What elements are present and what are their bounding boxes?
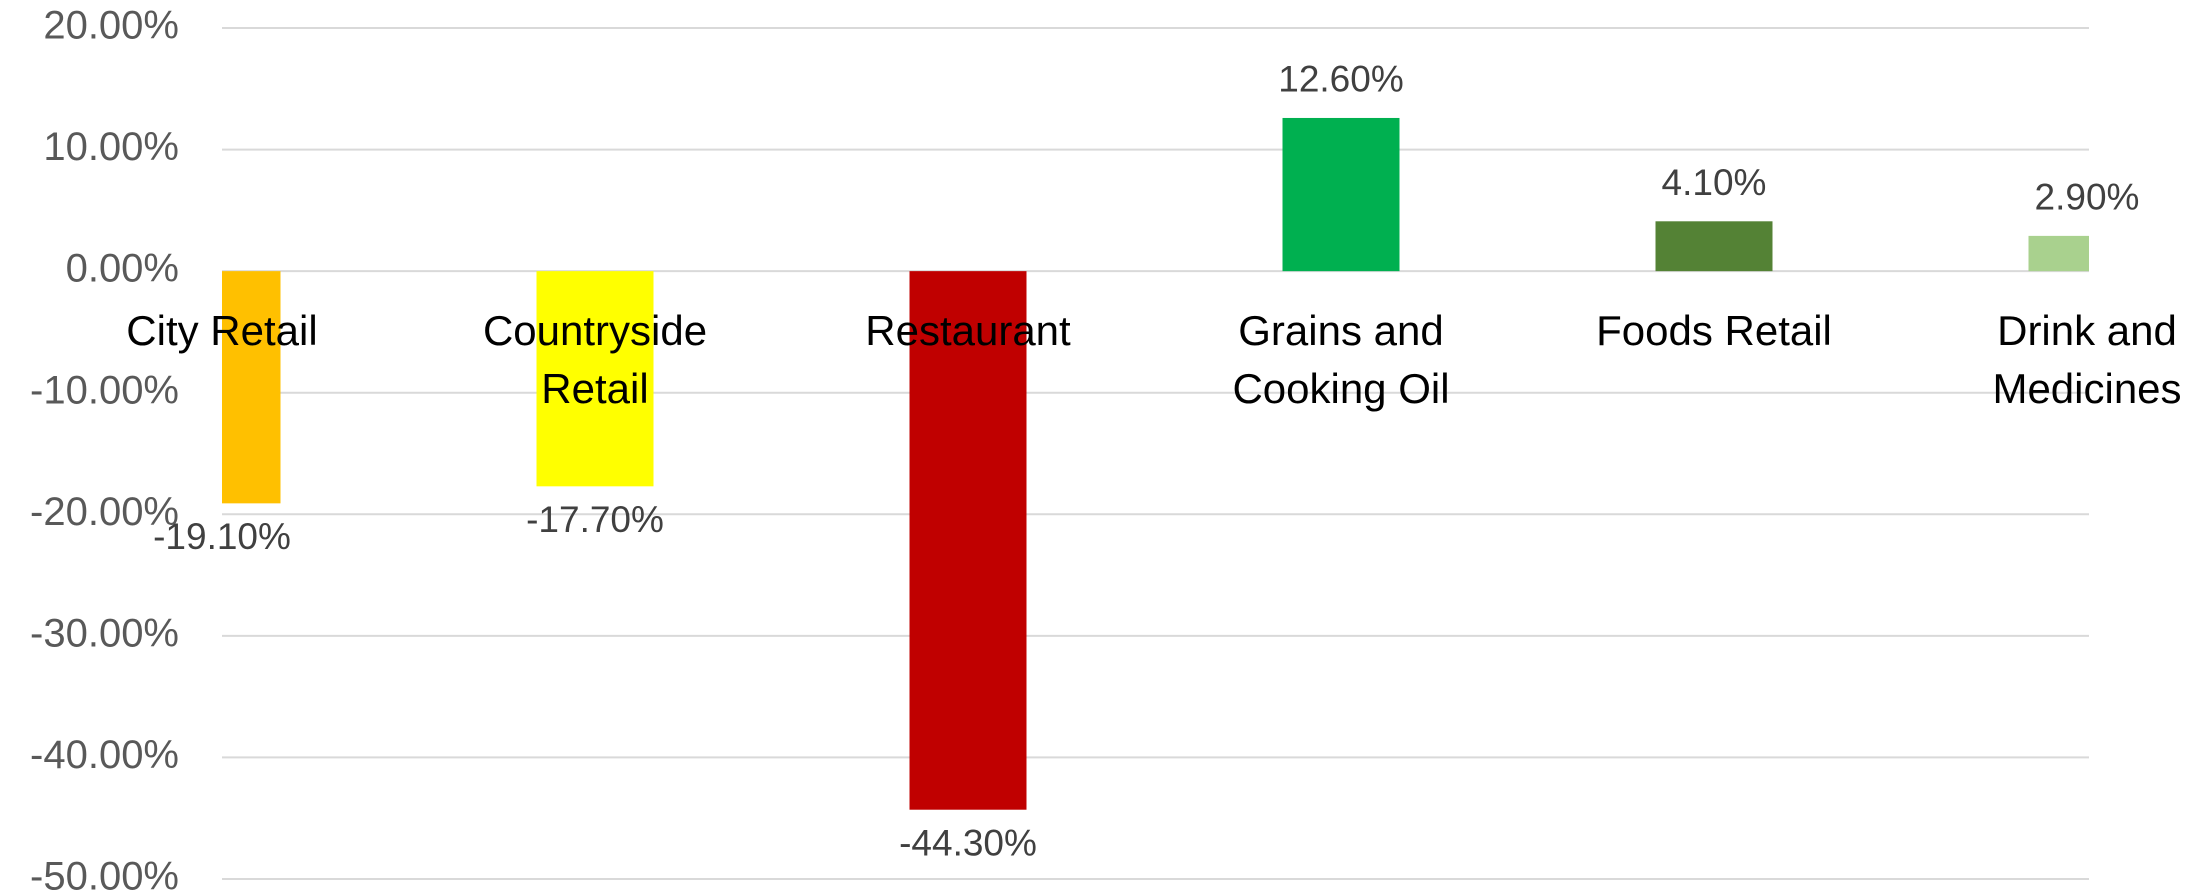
x-tick-label: Foods Retail [1596,307,1832,354]
bars [222,117,2089,810]
x-tick-label-line: Drink and [1997,307,2177,354]
bar [222,271,281,504]
x-tick-label-line: Grains and [1238,307,1443,354]
x-tick-label: Restaurant [865,307,1071,354]
x-tick-label-line: City Retail [126,307,317,354]
x-tick-label: Grains and Cooking Oil [1232,307,1449,412]
data-label: -19.10% [153,516,291,557]
y-tick-label: -30.00% [30,611,179,655]
x-tick-label-line: Restaurant [865,307,1071,354]
y-tick-label: 10.00% [43,125,179,169]
bar [536,271,654,487]
data-label: -17.70% [526,499,664,540]
y-tick-label: 0.00% [66,247,179,291]
y-tick-label: -50.00% [30,855,179,892]
x-tick-label-line: Medicines [1992,365,2181,412]
y-tick-label: -20.00% [30,490,179,534]
data-label: 12.60% [1278,59,1404,100]
y-tick-label: -10.00% [30,368,179,412]
x-tick-label: City Retail [126,307,317,354]
bar [2028,235,2089,272]
x-tick-label-line: Cooking Oil [1232,365,1449,412]
y-tick-label: -40.00% [30,733,179,777]
x-tick-label-line: Foods Retail [1596,307,1832,354]
x-tick-label-line: Countryside [483,307,707,354]
data-label: 2.90% [2035,177,2140,218]
labels: 20.00% 10.00% 0.00% -10.00% -20.00% -30.00% -4… [30,4,2182,892]
bar [1655,221,1773,272]
x-tick-label: Drink and Medicines [1992,307,2181,412]
y-tick-label: 20.00% [43,4,179,48]
data-label: 4.10% [1662,162,1767,203]
grid [222,27,2089,880]
bar [1282,117,1400,272]
x-tick-label-line: Retail [541,365,648,412]
bar [909,271,1027,810]
x-tick-label: Countryside Retail [483,307,707,412]
data-label: -44.30% [899,822,1037,863]
